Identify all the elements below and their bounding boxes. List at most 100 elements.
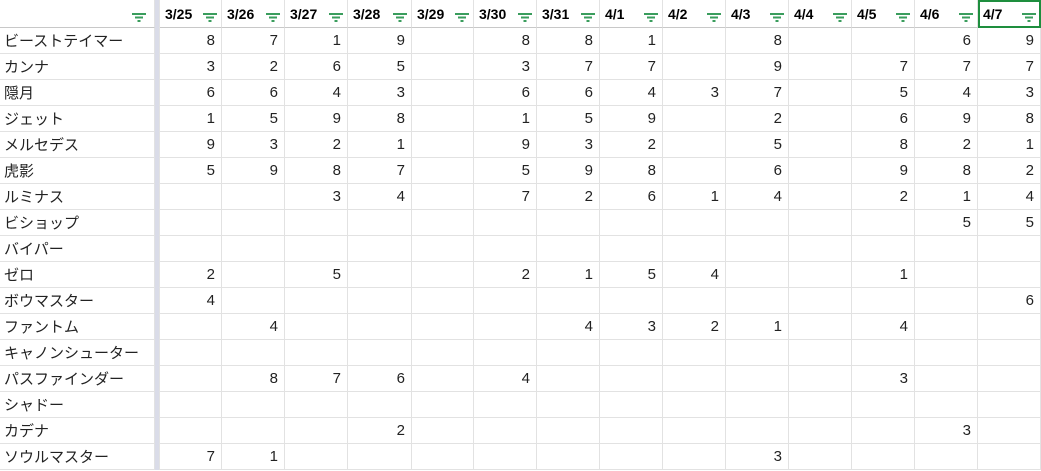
table-cell[interactable] <box>789 392 852 418</box>
table-cell[interactable] <box>537 418 600 444</box>
row-name-cell[interactable]: パスファインダー <box>0 366 155 392</box>
table-cell[interactable] <box>160 236 222 262</box>
table-cell[interactable]: 1 <box>726 314 789 340</box>
table-cell[interactable] <box>789 210 852 236</box>
table-cell[interactable]: 3 <box>160 54 222 80</box>
table-cell[interactable]: 7 <box>474 184 537 210</box>
table-cell[interactable] <box>852 392 915 418</box>
table-cell[interactable] <box>222 392 285 418</box>
table-cell[interactable] <box>726 366 789 392</box>
table-cell[interactable]: 6 <box>474 80 537 106</box>
table-cell[interactable] <box>978 314 1041 340</box>
table-cell[interactable] <box>285 392 348 418</box>
table-cell[interactable]: 4 <box>285 80 348 106</box>
table-cell[interactable] <box>663 54 726 80</box>
table-cell[interactable] <box>537 288 600 314</box>
table-cell[interactable]: 1 <box>474 106 537 132</box>
column-header-4-1[interactable]: 4/1 <box>600 0 663 28</box>
table-cell[interactable]: 5 <box>474 158 537 184</box>
table-cell[interactable]: 9 <box>852 158 915 184</box>
table-cell[interactable]: 6 <box>348 366 412 392</box>
column-header-4-3[interactable]: 4/3 <box>726 0 789 28</box>
table-cell[interactable]: 7 <box>852 54 915 80</box>
table-cell[interactable] <box>412 418 474 444</box>
table-cell[interactable]: 1 <box>348 132 412 158</box>
table-cell[interactable]: 1 <box>160 106 222 132</box>
table-cell[interactable]: 8 <box>222 366 285 392</box>
table-cell[interactable] <box>222 288 285 314</box>
table-cell[interactable] <box>537 236 600 262</box>
table-cell[interactable]: 1 <box>600 28 663 54</box>
table-cell[interactable] <box>160 392 222 418</box>
table-cell[interactable]: 2 <box>537 184 600 210</box>
table-cell[interactable] <box>789 54 852 80</box>
table-cell[interactable]: 5 <box>726 132 789 158</box>
table-cell[interactable]: 2 <box>600 132 663 158</box>
table-cell[interactable] <box>789 158 852 184</box>
table-cell[interactable]: 3 <box>663 80 726 106</box>
table-cell[interactable] <box>600 366 663 392</box>
table-cell[interactable] <box>412 262 474 288</box>
table-cell[interactable] <box>474 236 537 262</box>
table-cell[interactable]: 8 <box>600 158 663 184</box>
table-cell[interactable] <box>412 444 474 470</box>
table-cell[interactable] <box>222 210 285 236</box>
table-cell[interactable]: 1 <box>852 262 915 288</box>
table-cell[interactable]: 7 <box>348 158 412 184</box>
table-cell[interactable]: 1 <box>537 262 600 288</box>
table-cell[interactable]: 4 <box>537 314 600 340</box>
table-cell[interactable] <box>222 340 285 366</box>
table-cell[interactable]: 5 <box>222 106 285 132</box>
table-cell[interactable] <box>663 366 726 392</box>
table-cell[interactable]: 6 <box>160 80 222 106</box>
table-cell[interactable] <box>663 236 726 262</box>
table-cell[interactable] <box>789 340 852 366</box>
table-cell[interactable] <box>412 314 474 340</box>
table-cell[interactable] <box>600 340 663 366</box>
table-cell[interactable] <box>600 444 663 470</box>
filter-icon[interactable] <box>770 9 784 22</box>
table-cell[interactable]: 9 <box>160 132 222 158</box>
table-cell[interactable] <box>915 262 978 288</box>
table-cell[interactable] <box>789 132 852 158</box>
table-cell[interactable] <box>348 288 412 314</box>
table-cell[interactable]: 4 <box>663 262 726 288</box>
table-cell[interactable]: 6 <box>537 80 600 106</box>
table-cell[interactable] <box>726 340 789 366</box>
table-cell[interactable] <box>915 366 978 392</box>
table-cell[interactable]: 8 <box>852 132 915 158</box>
table-cell[interactable]: 3 <box>474 54 537 80</box>
table-cell[interactable] <box>537 340 600 366</box>
table-cell[interactable]: 7 <box>537 54 600 80</box>
table-cell[interactable] <box>474 210 537 236</box>
table-cell[interactable] <box>852 444 915 470</box>
table-cell[interactable] <box>726 236 789 262</box>
column-header-3-25[interactable]: 3/25 <box>160 0 222 28</box>
table-cell[interactable]: 3 <box>285 184 348 210</box>
table-cell[interactable]: 4 <box>474 366 537 392</box>
table-cell[interactable]: 2 <box>348 418 412 444</box>
table-cell[interactable]: 8 <box>285 158 348 184</box>
table-cell[interactable] <box>285 288 348 314</box>
table-cell[interactable] <box>412 366 474 392</box>
table-cell[interactable] <box>537 392 600 418</box>
column-header-3-27[interactable]: 3/27 <box>285 0 348 28</box>
row-name-cell[interactable]: バイパー <box>0 236 155 262</box>
table-cell[interactable] <box>600 236 663 262</box>
table-cell[interactable] <box>474 288 537 314</box>
table-cell[interactable] <box>474 314 537 340</box>
table-cell[interactable] <box>348 392 412 418</box>
table-cell[interactable]: 4 <box>726 184 789 210</box>
table-cell[interactable] <box>285 340 348 366</box>
table-cell[interactable] <box>474 418 537 444</box>
table-cell[interactable] <box>160 340 222 366</box>
table-cell[interactable]: 1 <box>663 184 726 210</box>
table-cell[interactable]: 6 <box>726 158 789 184</box>
table-cell[interactable] <box>285 210 348 236</box>
table-cell[interactable] <box>348 210 412 236</box>
table-cell[interactable] <box>915 444 978 470</box>
table-cell[interactable]: 1 <box>222 444 285 470</box>
header-cell-name[interactable] <box>0 0 155 28</box>
table-cell[interactable]: 5 <box>537 106 600 132</box>
table-cell[interactable] <box>160 314 222 340</box>
